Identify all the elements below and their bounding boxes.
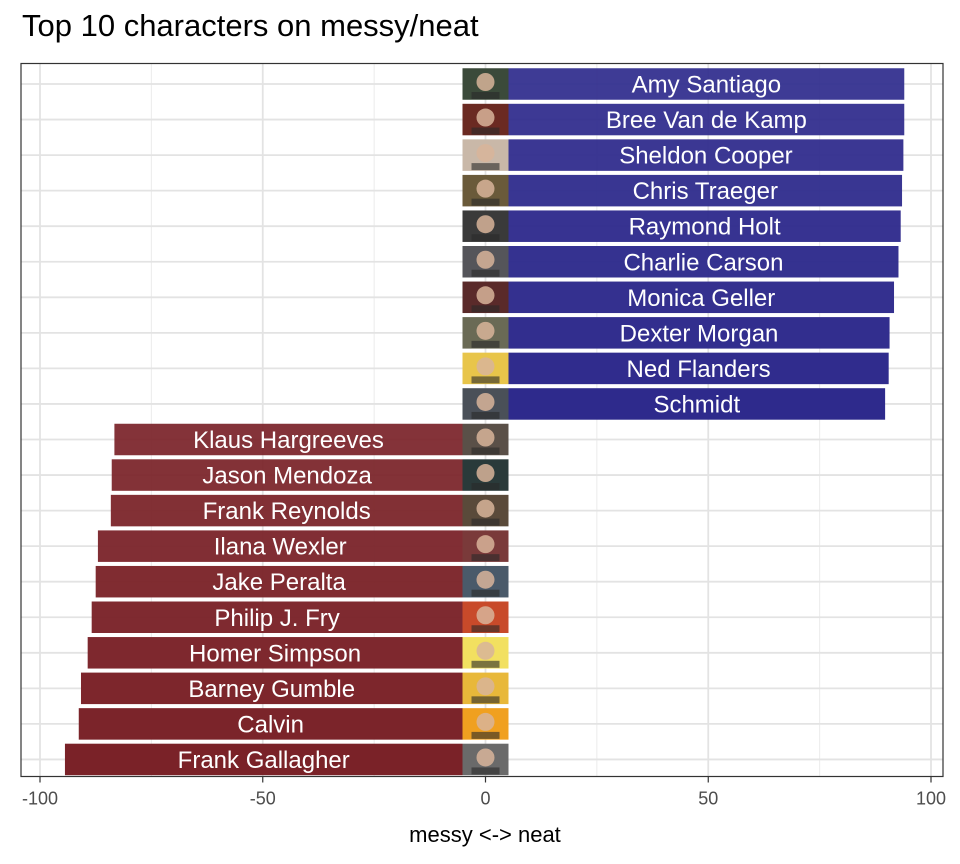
bars <box>64 68 905 776</box>
bar-charlie-carson <box>508 246 899 278</box>
bar-dexter-morgan <box>508 317 890 349</box>
bar-label: Schmidt <box>653 391 740 418</box>
bar-label: Sheldon Cooper <box>619 143 792 170</box>
avatar-icon <box>462 352 509 385</box>
bar-label: Monica Geller <box>627 285 775 312</box>
avatar-icon <box>462 246 509 278</box>
bar-chris-traeger <box>508 174 903 207</box>
avatar-icon <box>462 423 509 456</box>
bar-label: Ilana Wexler <box>214 534 347 561</box>
bar-label: Philip J. Fry <box>214 605 339 632</box>
x-axis: -100 -50 0 50 100 <box>22 776 946 809</box>
avatar-icon <box>462 494 509 527</box>
avatar-icon <box>462 530 509 562</box>
x-tick-label: 100 <box>916 789 946 809</box>
bar-calvin <box>78 708 463 740</box>
x-tick-label: -100 <box>22 789 58 809</box>
avatar-icon <box>462 174 509 207</box>
bar-label: Calvin <box>237 711 304 738</box>
bar-raymond-holt <box>508 210 901 242</box>
bar-label: Klaus Hargreeves <box>193 427 384 454</box>
avatar-icon <box>462 672 509 705</box>
bar-frank-gallagher <box>64 743 463 776</box>
bar-jason-mendoza <box>111 459 463 491</box>
bar-frank-reynolds <box>110 494 463 527</box>
bar-label: Frank Gallagher <box>178 747 350 774</box>
bar-philip-j-fry <box>91 601 463 633</box>
avatars <box>462 68 509 776</box>
x-axis-label: messy <-> neat <box>409 822 561 847</box>
bar-ned-flanders <box>508 352 889 385</box>
bar-monica-geller <box>508 281 895 314</box>
x-tick-label: 50 <box>698 789 718 809</box>
bar-label: Homer Simpson <box>189 640 361 667</box>
bar-klaus-hargreeves <box>114 423 463 456</box>
avatar-icon <box>462 139 509 171</box>
bar-label: Ned Flanders <box>627 356 771 383</box>
plot-border <box>20 62 944 778</box>
bar-label: Amy Santiago <box>632 72 781 99</box>
avatar-icon <box>462 68 509 100</box>
bar-label: Charlie Carson <box>623 249 783 276</box>
avatar-icon <box>462 743 509 776</box>
bar-label: Barney Gumble <box>188 676 355 703</box>
bar-label: Chris Traeger <box>633 178 778 205</box>
avatar-icon <box>462 459 509 491</box>
avatar-icon <box>462 317 509 349</box>
avatar-icon <box>462 637 509 669</box>
avatar-icon <box>462 210 509 242</box>
avatar-icon <box>462 281 509 314</box>
bar-jake-peralta <box>95 565 463 598</box>
avatar-icon <box>462 601 509 633</box>
bar-homer-simpson <box>87 637 463 669</box>
avatar-icon <box>462 565 509 598</box>
chart-title: Top 10 characters on messy/neat <box>22 8 479 43</box>
avatar-icon <box>462 103 509 136</box>
bar-label: Bree Van de Kamp <box>606 107 807 134</box>
x-tick-label: -50 <box>250 789 276 809</box>
bar-schmidt <box>508 388 886 420</box>
bar-bree-van-de-kamp <box>508 103 905 136</box>
bar-ilana-wexler <box>97 530 463 562</box>
avatar-icon <box>462 708 509 740</box>
bar-amy-santiago <box>508 68 905 100</box>
bar-label: Raymond Holt <box>629 214 781 241</box>
bar-barney-gumble <box>80 672 463 705</box>
bar-label: Frank Reynolds <box>203 498 371 525</box>
bar-labels: Amy Santiago Bree Van de Kamp Sheldon Coop… <box>178 72 807 774</box>
bar-label: Dexter Morgan <box>620 320 779 347</box>
bar-label: Jake Peralta <box>212 569 346 596</box>
x-tick-label: 0 <box>480 789 490 809</box>
bar-sheldon-cooper <box>508 139 904 171</box>
avatar-icon <box>462 388 509 420</box>
bar-label: Jason Mendoza <box>202 463 372 490</box>
